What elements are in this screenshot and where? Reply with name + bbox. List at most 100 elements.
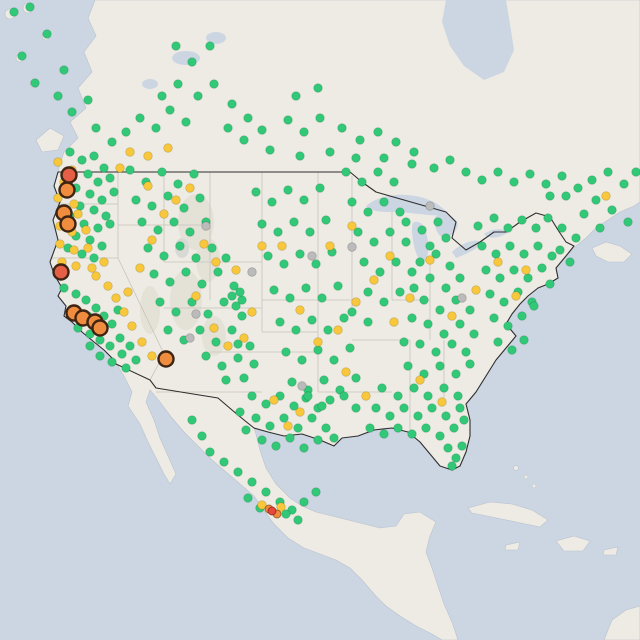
station-marker-good[interactable] bbox=[371, 403, 381, 413]
station-marker-moderate[interactable] bbox=[447, 311, 457, 321]
station-marker-good[interactable] bbox=[117, 349, 127, 359]
station-marker-good[interactable] bbox=[163, 325, 173, 335]
station-marker-good[interactable] bbox=[247, 477, 257, 487]
station-marker-good[interactable] bbox=[105, 173, 115, 183]
station-marker-good[interactable] bbox=[529, 301, 539, 311]
station-marker-good[interactable] bbox=[175, 241, 185, 251]
station-marker-good[interactable] bbox=[509, 265, 519, 275]
station-marker-good[interactable] bbox=[271, 441, 281, 451]
station-marker-good[interactable] bbox=[213, 267, 223, 277]
station-marker-good[interactable] bbox=[243, 113, 253, 123]
station-marker-good[interactable] bbox=[205, 41, 215, 51]
station-marker-good[interactable] bbox=[543, 213, 553, 223]
station-marker-good[interactable] bbox=[619, 179, 629, 189]
station-marker-good[interactable] bbox=[281, 509, 291, 519]
station-marker-moderate[interactable] bbox=[389, 317, 399, 327]
station-marker-good[interactable] bbox=[135, 113, 145, 123]
station-marker-no_data[interactable] bbox=[201, 221, 211, 231]
station-marker-good[interactable] bbox=[461, 167, 471, 177]
station-marker-good[interactable] bbox=[377, 383, 387, 393]
station-marker-moderate[interactable] bbox=[191, 291, 201, 301]
station-marker-good[interactable] bbox=[441, 411, 451, 421]
station-marker-good[interactable] bbox=[465, 359, 475, 369]
station-marker-good[interactable] bbox=[261, 399, 271, 409]
station-marker-good[interactable] bbox=[157, 167, 167, 177]
station-marker-good[interactable] bbox=[507, 345, 517, 355]
station-marker-good[interactable] bbox=[287, 377, 297, 387]
station-marker-good[interactable] bbox=[425, 273, 435, 283]
station-marker-moderate[interactable] bbox=[115, 163, 125, 173]
station-marker-good[interactable] bbox=[423, 319, 433, 329]
station-marker-good[interactable] bbox=[531, 223, 541, 233]
station-marker-moderate[interactable] bbox=[257, 241, 267, 251]
station-marker-good[interactable] bbox=[137, 217, 147, 227]
station-marker-good[interactable] bbox=[233, 467, 243, 477]
station-marker-good[interactable] bbox=[379, 153, 389, 163]
station-marker-good[interactable] bbox=[235, 407, 245, 417]
station-marker-good[interactable] bbox=[525, 169, 535, 179]
station-marker-moderate[interactable] bbox=[135, 263, 145, 273]
station-marker-good[interactable] bbox=[89, 205, 99, 215]
station-marker-moderate[interactable] bbox=[147, 351, 157, 361]
station-marker-moderate[interactable] bbox=[137, 337, 147, 347]
station-marker-moderate[interactable] bbox=[247, 307, 257, 317]
station-marker-good[interactable] bbox=[265, 421, 275, 431]
station-marker-good[interactable] bbox=[435, 431, 445, 441]
station-marker-good[interactable] bbox=[263, 251, 273, 261]
station-marker-good[interactable] bbox=[293, 515, 303, 525]
station-marker-good[interactable] bbox=[477, 175, 487, 185]
station-marker-good[interactable] bbox=[209, 79, 219, 89]
station-marker-moderate[interactable] bbox=[71, 261, 81, 271]
station-marker-good[interactable] bbox=[409, 147, 419, 157]
station-marker-good[interactable] bbox=[547, 251, 557, 261]
station-marker-good[interactable] bbox=[217, 361, 227, 371]
station-marker-good[interactable] bbox=[473, 221, 483, 231]
station-marker-good[interactable] bbox=[227, 325, 237, 335]
station-marker-good[interactable] bbox=[455, 273, 465, 283]
station-marker-good[interactable] bbox=[373, 167, 383, 177]
station-marker-moderate[interactable] bbox=[123, 287, 133, 297]
station-marker-good[interactable] bbox=[105, 341, 115, 351]
station-marker-moderate[interactable] bbox=[471, 285, 481, 295]
station-marker-good[interactable] bbox=[557, 223, 567, 233]
station-marker-no_data[interactable] bbox=[425, 201, 435, 211]
station-marker-good[interactable] bbox=[231, 301, 241, 311]
station-marker-good[interactable] bbox=[399, 403, 409, 413]
station-marker-good[interactable] bbox=[379, 429, 389, 439]
station-marker-good[interactable] bbox=[125, 341, 135, 351]
station-marker-moderate[interactable] bbox=[257, 500, 267, 510]
station-marker-good[interactable] bbox=[151, 123, 161, 133]
station-marker-moderate[interactable] bbox=[143, 151, 153, 161]
station-marker-good[interactable] bbox=[557, 171, 567, 181]
station-marker-good[interactable] bbox=[347, 197, 357, 207]
station-marker-good[interactable] bbox=[101, 211, 111, 221]
station-marker-good[interactable] bbox=[295, 249, 305, 259]
station-marker-good[interactable] bbox=[533, 241, 543, 251]
station-marker-moderate[interactable] bbox=[295, 305, 305, 315]
station-marker-good[interactable] bbox=[455, 403, 465, 413]
station-marker-good[interactable] bbox=[445, 261, 455, 271]
station-marker-moderate[interactable] bbox=[425, 255, 435, 265]
station-marker-moderate[interactable] bbox=[231, 265, 241, 275]
station-marker-good[interactable] bbox=[207, 243, 217, 253]
station-marker-good[interactable] bbox=[299, 443, 309, 453]
station-marker-good[interactable] bbox=[85, 189, 95, 199]
station-marker-good[interactable] bbox=[171, 41, 181, 51]
station-marker-good[interactable] bbox=[363, 207, 373, 217]
station-marker-good[interactable] bbox=[265, 145, 275, 155]
station-marker-good[interactable] bbox=[393, 423, 403, 433]
station-marker-good[interactable] bbox=[131, 355, 141, 365]
station-marker-good[interactable] bbox=[165, 105, 175, 115]
station-marker-good[interactable] bbox=[435, 361, 445, 371]
station-marker-good[interactable] bbox=[393, 391, 403, 401]
station-marker-moderate[interactable] bbox=[269, 395, 279, 405]
station-marker-moderate[interactable] bbox=[127, 321, 137, 331]
station-marker-good[interactable] bbox=[42, 29, 52, 39]
station-marker-good[interactable] bbox=[289, 401, 299, 411]
station-marker-good[interactable] bbox=[247, 391, 257, 401]
station-marker-good[interactable] bbox=[185, 227, 195, 237]
station-marker-moderate[interactable] bbox=[91, 271, 101, 281]
station-marker-good[interactable] bbox=[413, 411, 423, 421]
station-marker-good[interactable] bbox=[181, 117, 191, 127]
station-marker-unhealthy_small[interactable] bbox=[267, 506, 277, 516]
